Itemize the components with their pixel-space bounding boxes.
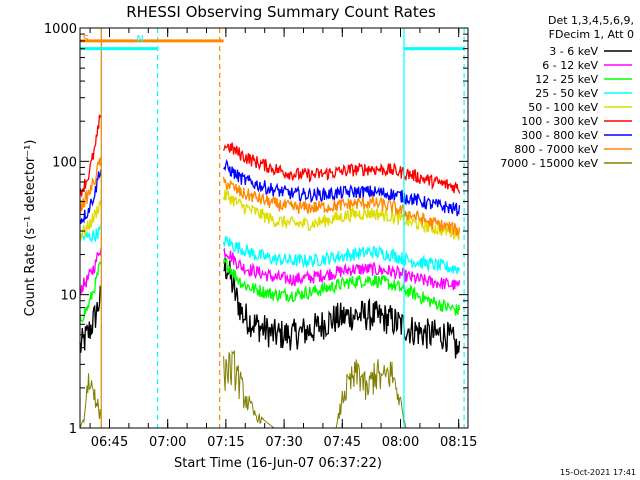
legend-label-50-100-kev: 50 - 100 keV xyxy=(528,101,598,114)
x-axis-label: Start Time (16-Jun-07 06:37:22) xyxy=(174,456,382,471)
legend-label-100-300-kev: 100 - 300 keV xyxy=(521,115,598,128)
series-line-100-300-kev xyxy=(79,114,461,197)
chart-title: RHESSI Observing Summary Count Rates xyxy=(126,3,436,21)
legend: Det 1,3,4,5,6,9, FDecim 1, Att 0 3 - 6 k… xyxy=(500,14,634,170)
legend-label-800-7000-kev: 800 - 7000 keV xyxy=(514,143,598,156)
x-tick-label: 06:45 xyxy=(91,435,128,450)
x-tick-label: 07:00 xyxy=(149,435,186,450)
x-tick-label: 08:15 xyxy=(440,435,477,450)
series-line-25-50-kev xyxy=(79,225,461,275)
x-tick-label: 08:00 xyxy=(382,435,419,450)
series-line-12-25-kev xyxy=(79,258,461,323)
y-tick-label: 1 xyxy=(69,422,77,437)
y-tick-label: 1000 xyxy=(44,22,77,37)
y-tick-label: 10 xyxy=(60,289,77,304)
legend-header-line-1: Det 1,3,4,5,6,9, xyxy=(548,14,634,27)
y-tick-label: 100 xyxy=(52,155,77,170)
legend-label-6-12-kev: 6 - 12 keV xyxy=(542,59,598,72)
legend-label-300-800-kev: 300 - 800 keV xyxy=(521,129,598,142)
annotation-s: S xyxy=(83,34,89,45)
series-line-3-6-kev xyxy=(79,257,461,359)
series-group xyxy=(79,114,461,429)
y-axis: 1 10 100 1000 xyxy=(44,22,468,437)
x-tick-label: 07:45 xyxy=(324,435,361,450)
legend-header-line-2: FDecim 1, Att 0 xyxy=(549,28,634,41)
series-line-6-12-kev xyxy=(79,247,461,295)
plot-frame xyxy=(79,27,469,429)
series-line-800-7000-kev xyxy=(79,156,461,236)
series-line-300-800-kev xyxy=(79,158,461,225)
x-tick-label: 07:15 xyxy=(207,435,244,450)
x-tick-label: 07:30 xyxy=(265,435,302,450)
legend-label-12-25-kev: 12 - 25 keV xyxy=(535,73,598,86)
legend-label-7000-15000-kev: 7000 - 15000 keV xyxy=(500,157,598,170)
x-axis: 06:45 07:00 07:15 07:30 07:45 08:00 08:15 xyxy=(89,28,477,450)
legend-label-25-50-kev: 25 - 50 keV xyxy=(535,87,598,100)
y-axis-label: Count Rate (s⁻¹ detector⁻¹) xyxy=(23,140,38,317)
footer-date: 15-Oct-2021 17:41 xyxy=(560,468,636,477)
legend-label-3-6-kev: 3 - 6 keV xyxy=(549,45,598,58)
annotation-n: N xyxy=(136,34,143,45)
